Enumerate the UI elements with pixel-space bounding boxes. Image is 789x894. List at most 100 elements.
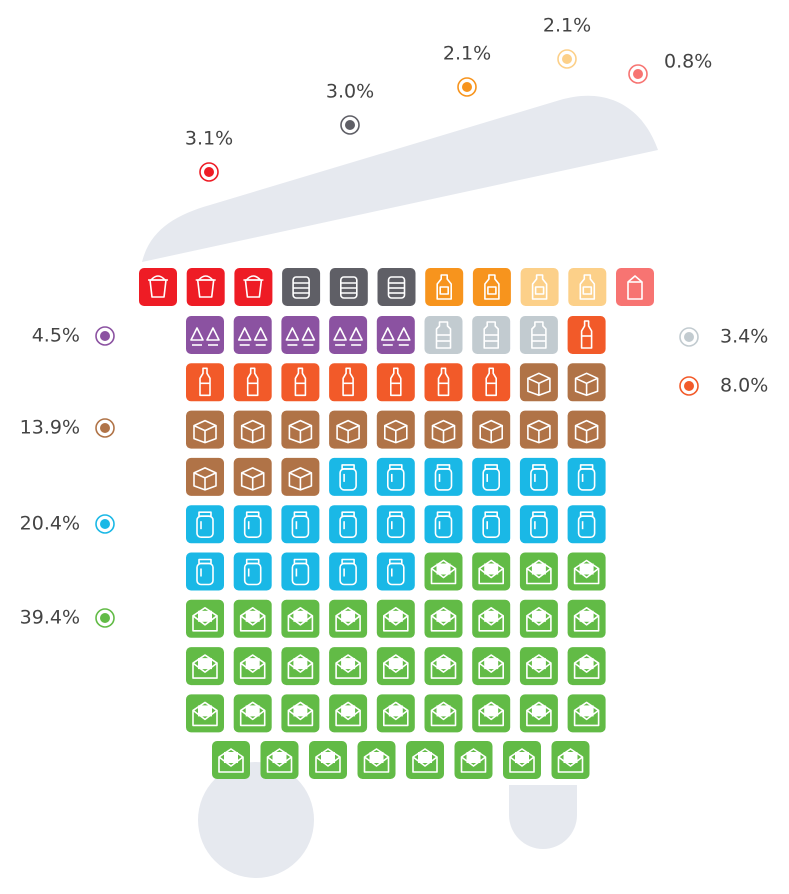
legend-marker-dot [100, 423, 110, 433]
icon-glyph [573, 654, 600, 679]
legend-marker-dot [633, 69, 643, 79]
icon-tile [281, 552, 320, 591]
icon-tile [281, 505, 320, 544]
icon-glyph [383, 419, 408, 444]
icon-glyph [430, 559, 457, 585]
icon-glyph [237, 327, 268, 346]
icon-glyph [526, 701, 552, 727]
value-label: 4.5% [32, 325, 80, 347]
waffle-icon [424, 647, 463, 686]
value-label: 3.4% [720, 326, 768, 348]
waffle-icon [503, 741, 541, 779]
waffle-icon [425, 268, 464, 306]
waffle-icon [329, 552, 368, 591]
icon-tile [567, 505, 606, 544]
value-label: 39.4% [20, 607, 80, 629]
icon-glyph [482, 464, 501, 491]
icon-glyph [627, 275, 643, 300]
icon-glyph [291, 511, 310, 539]
waffle-icon [472, 694, 511, 733]
legend-marker-dot [204, 167, 214, 177]
icon-tile [519, 457, 558, 496]
icon-glyph [573, 701, 600, 727]
icon-glyph [435, 321, 452, 349]
icon-tile [567, 316, 606, 354]
icon-glyph [287, 606, 314, 632]
waffle-icon [281, 694, 320, 733]
bin-foot [509, 785, 577, 849]
waffle-icon [472, 363, 511, 402]
icon-glyph [526, 606, 552, 632]
icon-glyph [482, 511, 501, 539]
icon-glyph [573, 606, 600, 632]
icon-glyph [285, 327, 316, 346]
icon-tile [186, 552, 224, 591]
icon-glyph [287, 654, 314, 679]
icon-tile [186, 363, 224, 402]
waffle-icon [472, 268, 511, 306]
waffle-icon [519, 694, 558, 733]
icon-glyph [192, 654, 218, 679]
icon-glyph [335, 606, 361, 632]
icon-glyph [342, 367, 354, 397]
waffle-icon [186, 694, 224, 733]
waffle-icon [186, 599, 224, 638]
waffle-icon [329, 505, 368, 544]
legend-marker-dot [462, 82, 472, 92]
icon-glyph [246, 367, 259, 397]
icon-tile [376, 552, 415, 591]
waffle-icon [472, 552, 511, 591]
waffle-icon [186, 505, 224, 544]
icon-glyph [431, 419, 456, 444]
icon-glyph [193, 467, 217, 491]
icon-tile [233, 505, 272, 544]
icon-tile [519, 505, 558, 544]
waffle-icon [329, 599, 368, 638]
waffle-icon [567, 410, 606, 449]
icon-glyph [239, 606, 266, 632]
waffle-icon [567, 505, 606, 544]
waffle-icon [567, 694, 606, 733]
waffle-icon [233, 694, 272, 733]
icon-tile [233, 363, 272, 402]
waffle-icon [519, 316, 558, 354]
waffle-icon [376, 599, 415, 638]
icon-glyph [335, 701, 361, 727]
icon-glyph [387, 276, 406, 299]
icon-glyph [243, 511, 262, 539]
waffle-icon [281, 552, 320, 591]
icon-glyph [266, 748, 293, 773]
waffle-icon [234, 268, 273, 306]
icon-tile [329, 552, 368, 591]
icon-tile [376, 457, 415, 496]
icon-glyph [577, 464, 596, 491]
waffle-icon [568, 268, 607, 306]
waffle-icon [567, 316, 606, 354]
waffle-icon [376, 552, 415, 591]
icon-glyph [430, 606, 457, 632]
icon-tile [281, 363, 320, 402]
legend-marker-dot [100, 331, 110, 341]
icon-tile [282, 268, 321, 306]
icon-glyph [294, 367, 307, 397]
icon-glyph [339, 511, 357, 539]
icon-glyph [380, 327, 411, 346]
waffle-icon [472, 505, 511, 544]
icon-glyph [531, 321, 547, 349]
icon-glyph [339, 464, 357, 491]
icon-glyph [195, 275, 216, 298]
waffle-icon [281, 599, 320, 638]
icon-tile [186, 505, 224, 544]
icon-glyph [526, 559, 552, 585]
icon-glyph [192, 701, 218, 727]
icon-glyph [333, 327, 363, 346]
waffle-icon [186, 268, 225, 306]
waffle-icon [233, 505, 272, 544]
icon-tile [139, 268, 177, 306]
icon-glyph [527, 372, 551, 397]
icon-glyph [288, 419, 313, 444]
waffle-icon [281, 647, 320, 686]
icon-glyph [339, 276, 358, 299]
icon-glyph [243, 275, 264, 298]
waffle-icon [567, 363, 606, 402]
